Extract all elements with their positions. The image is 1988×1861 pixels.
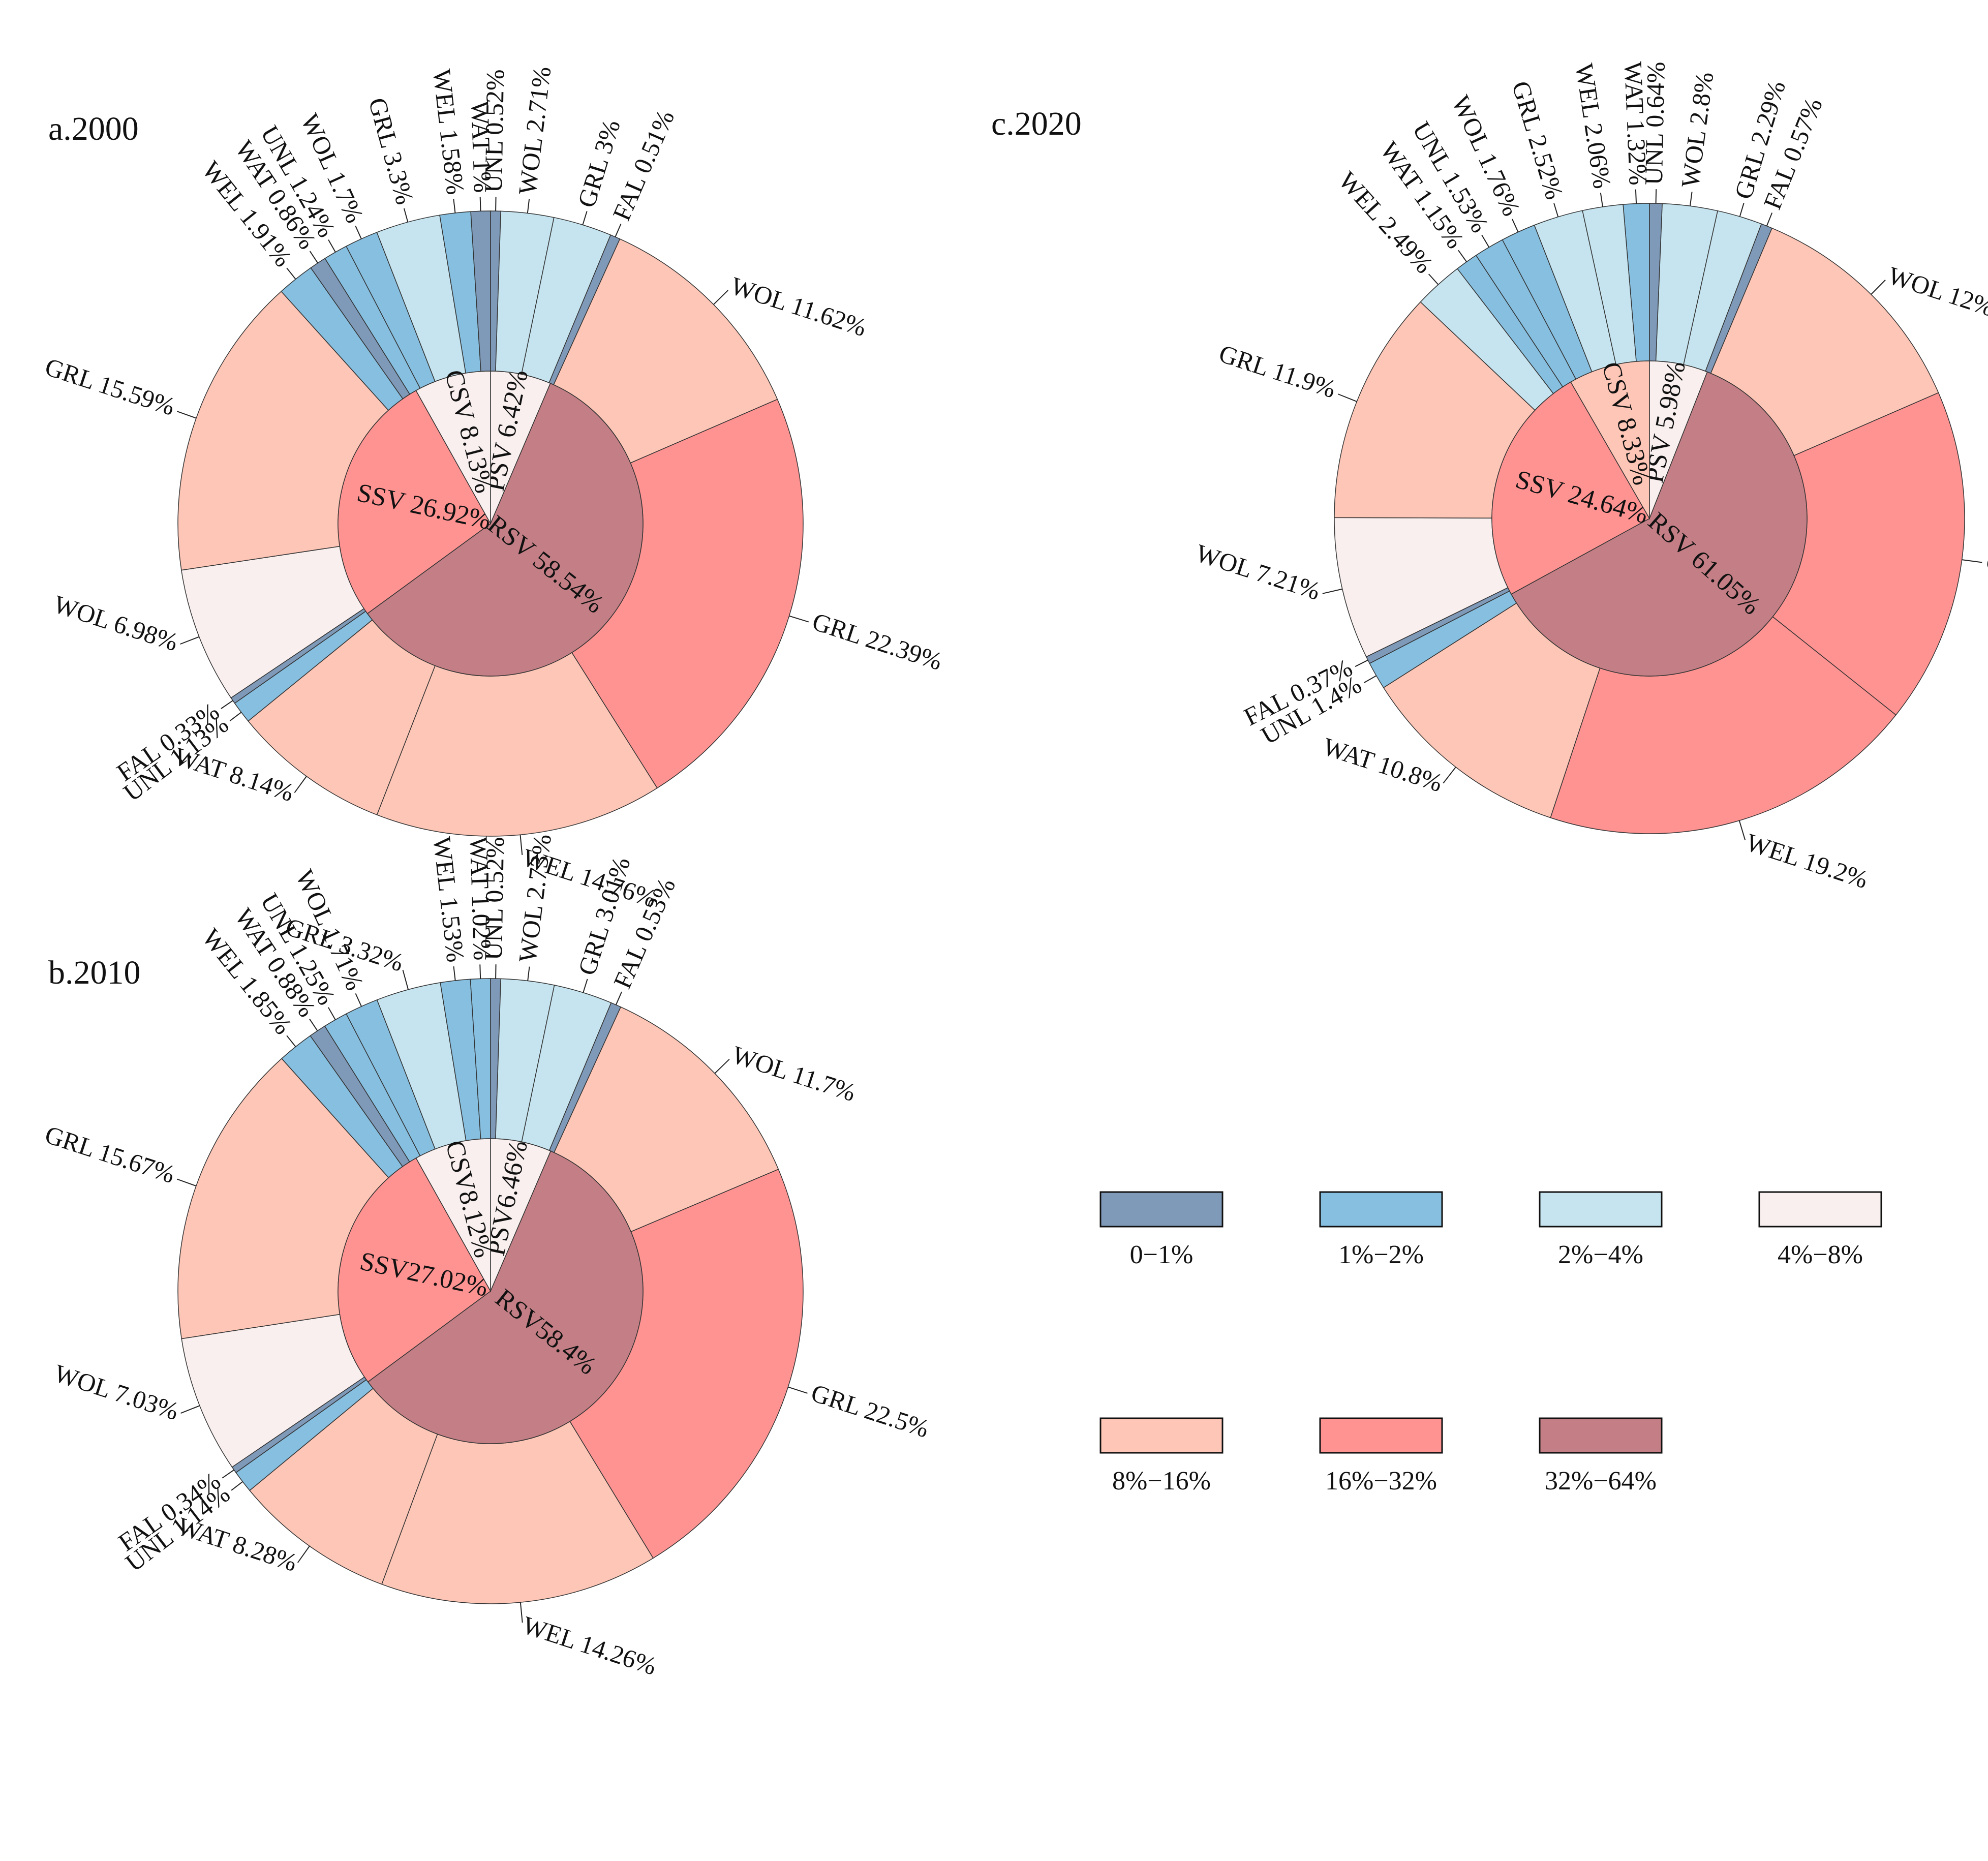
inner-segment-rsv (366, 383, 644, 677)
leader-line (176, 1178, 197, 1186)
leader-line (355, 226, 362, 239)
leader-line (1962, 559, 1982, 563)
leader-line (615, 224, 622, 237)
legend-label: 16%−32% (1325, 1467, 1437, 1496)
legend-swatch (1099, 1191, 1224, 1228)
legend-label: 0−1% (1130, 1240, 1194, 1269)
panel-title: c.2020 (991, 105, 1082, 142)
legend: 0−1% 1%−2% 2%−4% 4%−8% 8%−16% 16%−32% 32%−64% (1099, 1191, 1882, 1496)
leader-line (1337, 393, 1357, 402)
legend-item: 2%−4% (1539, 1191, 1663, 1269)
leader-line (177, 411, 197, 419)
leader-line (453, 199, 456, 213)
leader-line (479, 197, 481, 211)
leader-line (286, 1035, 296, 1047)
leader-line (403, 208, 409, 223)
leader-line (1443, 767, 1456, 784)
outer-label: UNL 0.52% (479, 69, 509, 193)
legend-swatch (1539, 1417, 1663, 1454)
leader-line (1428, 273, 1439, 285)
leader-line (1871, 280, 1886, 295)
inner-segment-rsv (1511, 371, 1808, 677)
leader-line (1363, 675, 1377, 684)
leader-line (519, 835, 523, 856)
leader-line (583, 979, 588, 993)
panel-c-2020: c.2020 UNL 0.64% WOL 2.8% GRL 2.29%FAL 0.57… (991, 61, 1988, 894)
legend-label: 2%−4% (1558, 1240, 1643, 1269)
legend-label: 1%−2% (1338, 1240, 1424, 1269)
inner-segment-csv (415, 371, 491, 525)
leader-line (1481, 234, 1490, 248)
leader-line (231, 1481, 243, 1491)
legend-swatch (1099, 1417, 1224, 1454)
leader-line (519, 1602, 523, 1623)
outer-label: UNL 0.64% (1639, 62, 1670, 186)
panel-title: a.2000 (48, 110, 139, 147)
legend-swatch (1539, 1191, 1663, 1228)
inner-segment-csv (415, 1138, 491, 1293)
leader-line (1458, 250, 1467, 262)
leader-line (355, 993, 362, 1007)
leader-line (180, 1405, 200, 1414)
leader-line (1766, 212, 1773, 226)
legend-item: 1%−2% (1319, 1191, 1443, 1269)
legend-swatch (1319, 1417, 1443, 1454)
leader-line (294, 776, 307, 794)
leader-line (1689, 192, 1693, 206)
leader-line (328, 1007, 336, 1020)
panel-a-2000: a.2000 UNL 0.52% WOL 2.71% GRL 3%FAL 0.51%W… (42, 65, 946, 913)
inner-segment-csv (1570, 360, 1650, 520)
leader-line (402, 969, 409, 990)
leader-line (1655, 189, 1657, 204)
leader-line (453, 966, 456, 981)
leader-line (297, 1545, 310, 1563)
inner-segment-psv (490, 1138, 552, 1292)
leader-line (286, 267, 296, 280)
leader-line (1355, 659, 1368, 667)
leader-line (309, 251, 318, 263)
inner-segment-ssv (338, 1157, 491, 1383)
leader-line (1739, 202, 1745, 217)
outer-label: WAT 1% (466, 100, 497, 193)
inner-segment-ssv (338, 390, 491, 615)
leader-line (582, 211, 588, 225)
inner-segment-psv (490, 371, 551, 524)
leader-line (309, 1018, 318, 1031)
legend-label: 4%−8% (1778, 1240, 1863, 1269)
leader-line (221, 700, 233, 709)
leader-line (1322, 588, 1342, 594)
leader-line (788, 1386, 808, 1394)
panel-title: b.2010 (48, 954, 141, 991)
leader-line (1512, 219, 1519, 232)
legend-item: 8%−16% (1099, 1417, 1224, 1496)
legend-swatch (1758, 1191, 1882, 1228)
leader-line (222, 1469, 234, 1479)
leader-line (1600, 193, 1603, 207)
leader-line (789, 615, 809, 623)
leader-line (180, 636, 200, 645)
leader-line (1738, 820, 1746, 840)
leader-line (714, 1058, 730, 1074)
outer-label: UNL 0.52% (479, 837, 509, 960)
legend-swatch (1319, 1191, 1443, 1228)
legend-item: 4%−8% (1758, 1191, 1882, 1269)
leader-line (229, 712, 242, 721)
legend-label: 32%−64% (1545, 1467, 1657, 1496)
inner-segment-ssv (1491, 381, 1650, 595)
legend-label: 8%−16% (1112, 1467, 1211, 1496)
outer-label: WAT 1.32% (1619, 61, 1653, 186)
leader-line (1553, 203, 1559, 217)
legend-item: 32%−64% (1539, 1417, 1663, 1496)
leader-line (328, 239, 336, 253)
legend-item: 16%−32% (1319, 1417, 1443, 1496)
legend-item: 0−1% (1099, 1191, 1224, 1269)
inner-segment-rsv (367, 1150, 644, 1444)
outer-label: WAT 1.02% (465, 836, 497, 961)
leader-line (527, 199, 530, 213)
leader-line (527, 966, 530, 981)
leader-line (615, 991, 622, 1005)
leader-line (713, 290, 728, 305)
